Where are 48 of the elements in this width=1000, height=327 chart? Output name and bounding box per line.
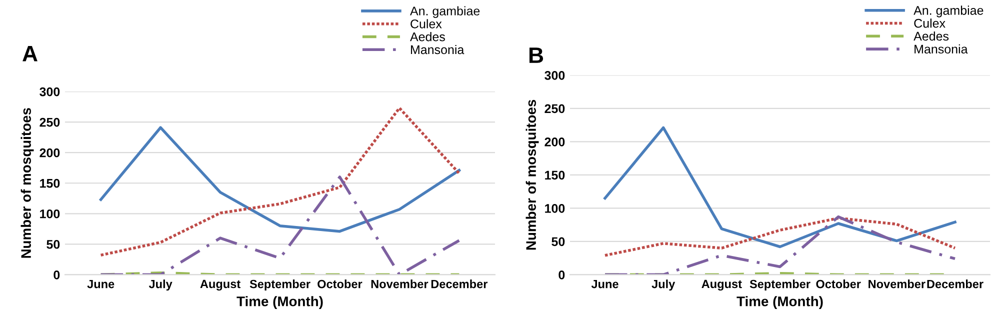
x-tick-label: October: [816, 280, 861, 288]
x-tick-label: November: [868, 280, 926, 288]
y-tick-label: 100: [545, 204, 565, 213]
line-series: [604, 216, 956, 257]
y-tick-label: 200: [40, 148, 60, 158]
y-tick-label: 250: [544, 104, 565, 114]
legend-label: Mansonia: [410, 44, 464, 54]
x-tick-label: July: [652, 280, 676, 291]
legend-label: Aedes: [410, 32, 445, 42]
chart-title: B: [529, 48, 544, 63]
line-series: [604, 126, 956, 248]
legend-label: Culex: [914, 18, 946, 28]
x-axis-title: Time (Month): [736, 296, 823, 310]
y-tick-label: 300: [40, 87, 60, 96]
y-tick-label: 200: [544, 138, 565, 146]
y-tick-label: 300: [544, 71, 565, 80]
y-tick-label: 50: [552, 237, 565, 246]
x-tick-label: November: [371, 280, 428, 288]
y-tick-label: 100: [40, 209, 60, 218]
line-series: [99, 176, 461, 275]
x-tick-label: July: [148, 280, 172, 291]
legend-label: Aedes: [914, 31, 949, 41]
legend-label: Mansonia: [914, 44, 968, 54]
x-tick-label: December: [431, 280, 488, 288]
y-axis-title: Number of mosquitoes: [20, 108, 34, 258]
legend-label: An. gambiae: [410, 6, 480, 18]
legend-label: Culex: [410, 19, 442, 28]
line-series: [604, 215, 956, 275]
line-series: [99, 106, 461, 257]
y-tick-label: 0: [54, 270, 60, 280]
line-series: [99, 126, 461, 233]
x-tick-label: June: [591, 280, 618, 288]
x-tick-label: August: [702, 280, 742, 291]
y-axis-title: Number of mosquitoes: [526, 100, 539, 250]
x-tick-label: September: [250, 280, 310, 291]
x-axis-title: Time (Month): [236, 296, 323, 310]
y-tick-label: 50: [46, 240, 60, 249]
x-tick-label: December: [927, 280, 984, 288]
x-tick-label: June: [87, 280, 114, 288]
x-tick-label: September: [750, 280, 810, 291]
y-tick-label: 150: [40, 178, 60, 188]
chart-title: A: [22, 46, 38, 62]
y-tick-label: 250: [40, 118, 60, 127]
y-tick-label: 150: [545, 170, 565, 180]
legend-label: An. gambiae: [914, 6, 984, 18]
y-tick-label: 0: [558, 270, 565, 280]
x-tick-label: August: [200, 280, 240, 291]
x-tick-label: October: [318, 280, 362, 288]
